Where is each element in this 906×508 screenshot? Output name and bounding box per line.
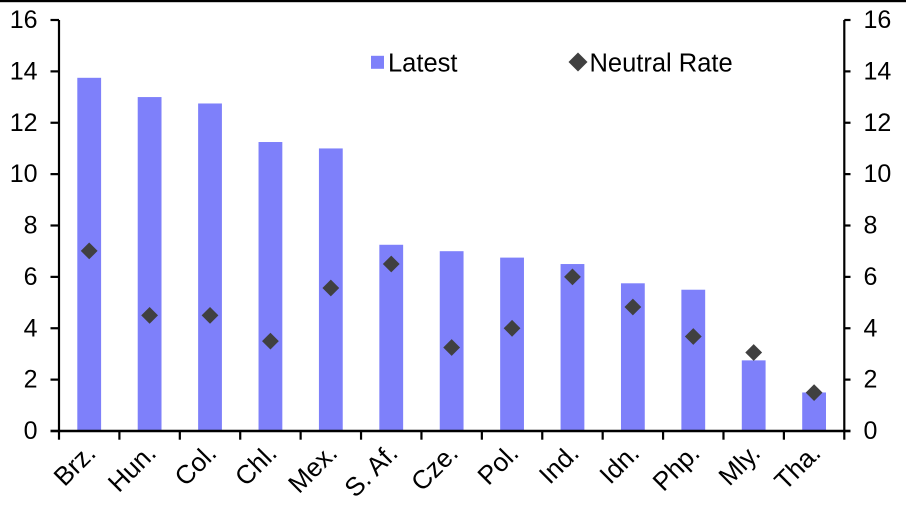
svg-text:Latest: Latest	[388, 50, 457, 78]
svg-text:4: 4	[24, 314, 38, 342]
svg-text:6: 6	[864, 263, 878, 291]
svg-text:8: 8	[864, 212, 878, 240]
svg-text:6: 6	[24, 263, 38, 291]
svg-text:Neutral Rate: Neutral Rate	[590, 50, 733, 78]
svg-text:12: 12	[864, 109, 892, 137]
svg-text:14: 14	[864, 57, 892, 85]
svg-text:2: 2	[864, 366, 878, 394]
svg-text:0: 0	[24, 417, 38, 445]
svg-text:12: 12	[10, 109, 38, 137]
svg-text:0: 0	[864, 417, 878, 445]
svg-text:16: 16	[10, 6, 38, 34]
svg-text:2: 2	[24, 366, 38, 394]
svg-text:10: 10	[10, 160, 38, 188]
svg-text:16: 16	[864, 6, 892, 34]
svg-text:8: 8	[24, 212, 38, 240]
svg-text:14: 14	[10, 57, 38, 85]
svg-text:4: 4	[864, 314, 878, 342]
svg-text:10: 10	[864, 160, 892, 188]
